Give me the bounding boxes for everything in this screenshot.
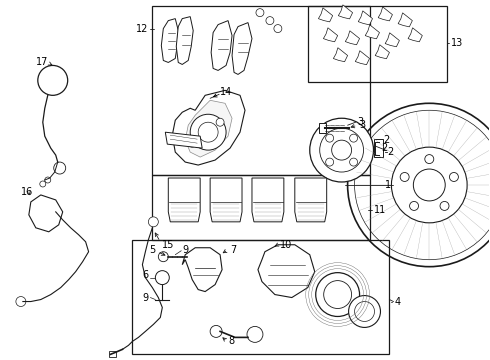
- Text: 1: 1: [385, 180, 392, 190]
- Text: 3: 3: [360, 120, 366, 130]
- Polygon shape: [232, 23, 252, 75]
- Polygon shape: [333, 48, 347, 62]
- Circle shape: [440, 202, 449, 210]
- Circle shape: [324, 280, 352, 309]
- Polygon shape: [323, 28, 338, 42]
- Polygon shape: [172, 90, 245, 165]
- Text: 12: 12: [136, 24, 148, 33]
- Polygon shape: [168, 178, 200, 222]
- Text: 10: 10: [280, 240, 292, 250]
- Circle shape: [392, 147, 467, 223]
- Polygon shape: [295, 178, 327, 222]
- Polygon shape: [338, 5, 353, 19]
- Text: 17: 17: [36, 58, 48, 67]
- Text: 3: 3: [358, 117, 364, 127]
- Circle shape: [198, 122, 218, 142]
- Bar: [318, 123, 326, 133]
- Polygon shape: [165, 132, 202, 148]
- Polygon shape: [385, 33, 399, 47]
- Circle shape: [54, 162, 66, 174]
- Circle shape: [274, 24, 282, 32]
- Text: 5: 5: [149, 245, 155, 255]
- Circle shape: [348, 296, 380, 328]
- Text: 2: 2: [382, 143, 388, 153]
- Circle shape: [310, 118, 373, 182]
- Circle shape: [332, 140, 352, 160]
- Circle shape: [350, 134, 358, 142]
- Text: 4: 4: [394, 297, 400, 306]
- Polygon shape: [161, 19, 178, 62]
- Polygon shape: [398, 13, 413, 27]
- Polygon shape: [375, 45, 390, 59]
- Bar: [308, 6, 447, 82]
- Text: 8: 8: [228, 336, 234, 346]
- Polygon shape: [211, 21, 232, 71]
- Text: 16: 16: [21, 187, 33, 197]
- Circle shape: [400, 172, 409, 181]
- Bar: [132, 240, 390, 354]
- Text: 6: 6: [142, 270, 148, 280]
- Circle shape: [266, 17, 274, 24]
- Circle shape: [216, 118, 224, 126]
- Circle shape: [148, 217, 158, 227]
- Circle shape: [155, 271, 169, 285]
- Polygon shape: [358, 11, 372, 25]
- Polygon shape: [29, 195, 63, 232]
- Polygon shape: [355, 51, 369, 65]
- Bar: [152, 175, 369, 240]
- Bar: [152, 6, 369, 175]
- Text: 7: 7: [230, 245, 236, 255]
- Circle shape: [256, 9, 264, 17]
- Circle shape: [40, 181, 46, 187]
- Circle shape: [210, 325, 222, 337]
- Circle shape: [414, 169, 445, 201]
- Circle shape: [326, 158, 334, 166]
- Polygon shape: [185, 100, 232, 157]
- Circle shape: [350, 158, 358, 166]
- Polygon shape: [408, 28, 422, 42]
- Circle shape: [355, 302, 374, 321]
- Polygon shape: [345, 31, 360, 45]
- Circle shape: [316, 273, 360, 316]
- Polygon shape: [182, 248, 222, 292]
- Polygon shape: [210, 178, 242, 222]
- Circle shape: [158, 252, 168, 262]
- Text: 9: 9: [182, 245, 188, 255]
- Bar: [108, 351, 117, 357]
- Bar: [373, 139, 384, 157]
- Circle shape: [45, 177, 51, 183]
- Polygon shape: [176, 17, 193, 64]
- Polygon shape: [252, 178, 284, 222]
- Circle shape: [319, 128, 364, 172]
- Circle shape: [16, 297, 26, 306]
- Circle shape: [425, 154, 434, 163]
- Text: 2: 2: [388, 147, 393, 157]
- Polygon shape: [365, 25, 379, 39]
- Text: 14: 14: [220, 87, 232, 97]
- Polygon shape: [258, 245, 315, 298]
- Polygon shape: [378, 7, 392, 21]
- Text: 11: 11: [373, 205, 386, 215]
- Text: 15: 15: [162, 240, 175, 250]
- Circle shape: [410, 202, 418, 210]
- Text: 13: 13: [451, 37, 464, 48]
- Circle shape: [187, 137, 197, 147]
- Circle shape: [326, 134, 334, 142]
- Circle shape: [449, 172, 459, 181]
- Text: 9: 9: [142, 293, 148, 302]
- Circle shape: [190, 114, 226, 150]
- Polygon shape: [318, 8, 333, 22]
- Text: 2: 2: [384, 135, 390, 145]
- Circle shape: [247, 327, 263, 342]
